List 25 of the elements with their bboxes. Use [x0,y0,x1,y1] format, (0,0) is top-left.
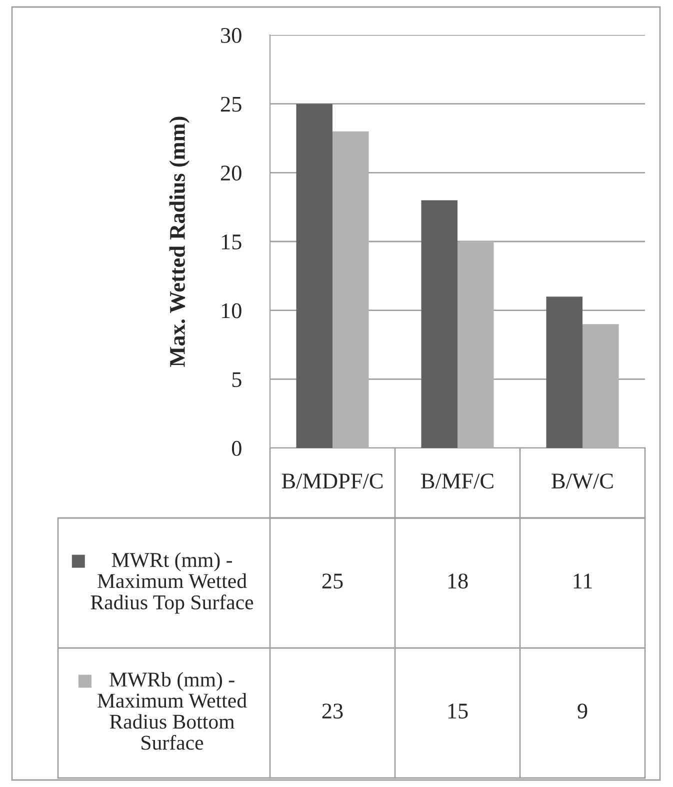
bar [296,104,332,448]
y-tick-label: 30 [221,28,242,43]
data-label: 9 [578,704,588,719]
y-tick-label: 15 [222,234,242,250]
y-tick-label: 0 [232,440,242,456]
data-label: 25 [322,574,343,589]
bar [582,324,619,448]
bar [546,296,582,448]
y-tick-label: 5 [232,372,242,388]
data-label: 15 [448,704,468,719]
x-tick-label: B/MDPF/C [282,474,383,489]
bar [332,131,369,448]
legend-label: MWRt (mm) - Maximum Wetted Radius Top Surface [90,552,254,614]
data-label: 18 [448,574,468,589]
bar [458,242,494,448]
y-tick-label: 10 [222,303,242,318]
data-label: 11 [574,574,592,588]
y-tick-label: 25 [220,96,242,112]
bar [421,200,458,448]
x-tick-label: B/W/C [552,474,613,489]
y-tick-label: 20 [220,166,242,181]
legend-label: MWRb (mm) - Maximum Wetted Radius Bottom Surface [98,672,247,750]
y-axis-title: Max. Wetted Radius (mm) [169,116,190,367]
x-tick-label: B/MF/C [421,474,494,489]
data-label: 23 [322,704,343,719]
